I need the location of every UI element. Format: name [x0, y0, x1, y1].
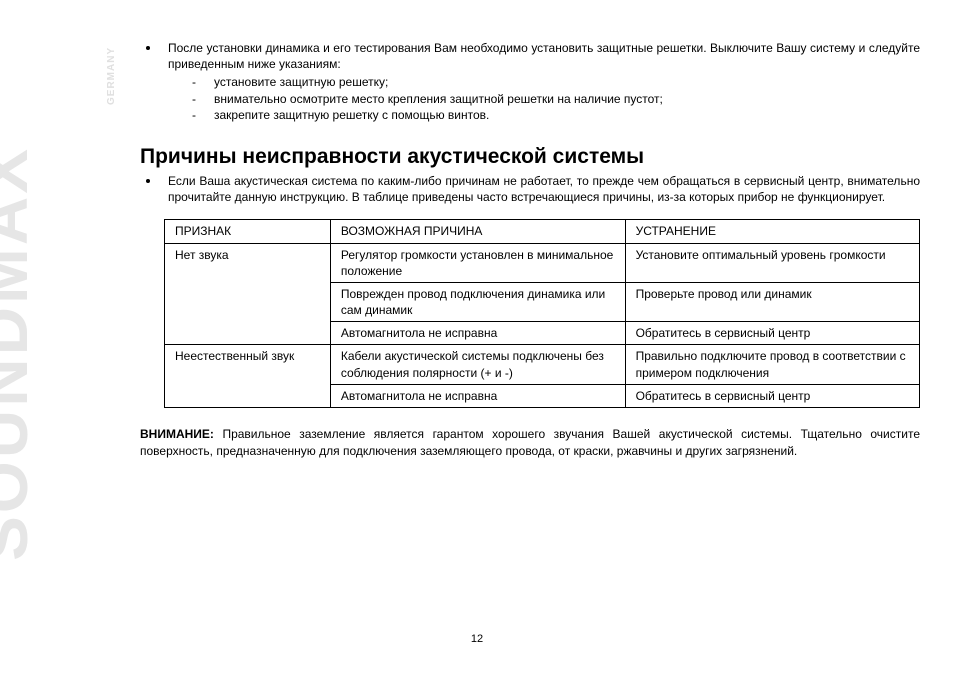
page-number: 12: [0, 633, 954, 645]
sidebar-brand-block: SOUNDMAX GERMANY: [35, 37, 115, 637]
brand-logo-text: SOUNDMAX: [0, 146, 43, 561]
attention-paragraph: ВНИМАНИЕ: Правильное заземление является…: [140, 426, 920, 460]
table-header-cell: ПРИЗНАК: [165, 220, 331, 243]
cause-cell: Автомагнитола не исправна: [330, 384, 625, 407]
symptom-cell: Неестественный звук: [165, 345, 331, 408]
table-header-cell: УСТРАНЕНИЕ: [625, 220, 919, 243]
attention-text: Правильное заземление является гарантом …: [140, 427, 920, 458]
dash-icon: -: [192, 74, 202, 90]
sub-item-text: закрепите защитную решетку с помощью вин…: [202, 107, 920, 123]
cause-cell: Поврежден провод подключения динамика ил…: [330, 282, 625, 321]
intro-sublist: - установите защитную решетку; - внимате…: [192, 74, 920, 123]
fix-cell: Проверьте провод или динамик: [625, 282, 919, 321]
section-intro-block: Если Ваша акустическая система по каким-…: [140, 173, 920, 205]
intro-text: После установки динамика и его тестирова…: [168, 40, 920, 72]
brand-subtext: GERMANY: [106, 47, 117, 105]
intro-bullet: После установки динамика и его тестирова…: [140, 40, 920, 72]
symptom-cell: Нет звука: [165, 243, 331, 345]
sub-item: - внимательно осмотрите место крепления …: [192, 91, 920, 107]
cause-cell: Регулятор громкости установлен в минимал…: [330, 243, 625, 282]
section-title: Причины неисправности акустической систе…: [140, 145, 920, 169]
intro-block: После установки динамика и его тестирова…: [140, 40, 920, 123]
sub-item: - установите защитную решетку;: [192, 74, 920, 90]
cause-cell: Автомагнитола не исправна: [330, 322, 625, 345]
sub-item: - закрепите защитную решетку с помощью в…: [192, 107, 920, 123]
main-content: После установки динамика и его тестирова…: [140, 40, 920, 460]
section-intro-text: Если Ваша акустическая система по каким-…: [168, 173, 920, 205]
bullet-icon: [146, 179, 150, 183]
fix-cell: Обратитесь в сервисный центр: [625, 322, 919, 345]
fix-cell: Обратитесь в сервисный центр: [625, 384, 919, 407]
fix-cell: Установите оптимальный уровень громкости: [625, 243, 919, 282]
table-row: Неестественный звук Кабели акустической …: [165, 345, 920, 384]
dash-icon: -: [192, 107, 202, 123]
sub-item-text: внимательно осмотрите место крепления за…: [202, 91, 920, 107]
section-bullet: Если Ваша акустическая система по каким-…: [140, 173, 920, 205]
table-header-row: ПРИЗНАК ВОЗМОЖНАЯ ПРИЧИНА УСТРАНЕНИЕ: [165, 220, 920, 243]
dash-icon: -: [192, 91, 202, 107]
fix-cell: Правильно подключите провод в соответств…: [625, 345, 919, 384]
troubleshooting-table: ПРИЗНАК ВОЗМОЖНАЯ ПРИЧИНА УСТРАНЕНИЕ Нет…: [164, 219, 920, 408]
attention-label: ВНИМАНИЕ:: [140, 427, 214, 441]
table-row: Нет звука Регулятор громкости установлен…: [165, 243, 920, 282]
bullet-icon: [146, 46, 150, 50]
sub-item-text: установите защитную решетку;: [202, 74, 920, 90]
cause-cell: Кабели акустической системы подключены б…: [330, 345, 625, 384]
table-header-cell: ВОЗМОЖНАЯ ПРИЧИНА: [330, 220, 625, 243]
